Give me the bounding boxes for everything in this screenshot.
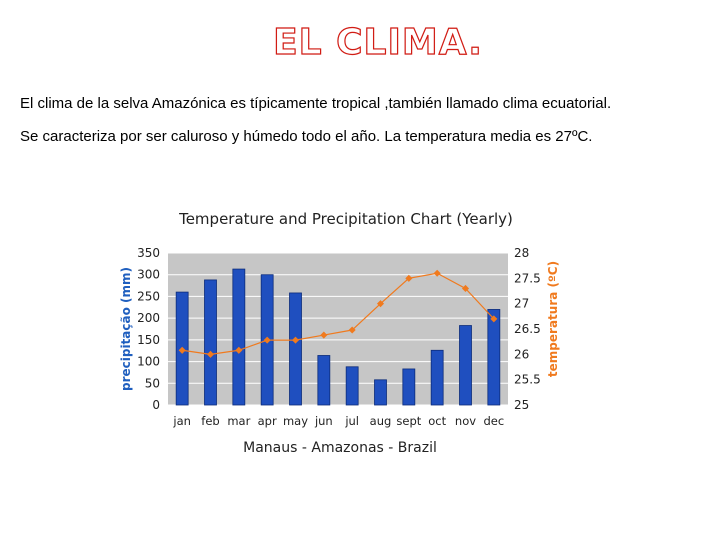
right-tick-label: 25.5 [514, 373, 541, 387]
temperature-point-oct [433, 269, 441, 277]
x-tick-label: nov [455, 414, 476, 428]
left-tick-label: 200 [137, 311, 160, 325]
bar-may [289, 292, 302, 406]
x-tick-label: apr [258, 414, 277, 428]
bar-dec [487, 309, 501, 406]
x-tick-label: mar [227, 414, 250, 428]
paragraph-climate-description: Se caracteriza por ser caluroso y húmedo… [20, 128, 593, 145]
temperature-point-aug [376, 300, 385, 308]
left-tick-label: 150 [137, 333, 160, 347]
left-tick-label: 100 [137, 355, 160, 369]
temperature-point-jun [320, 331, 328, 339]
left-axis-label: precipitação (mm) [119, 267, 133, 391]
left-tick-label: 50 [145, 376, 160, 390]
x-tick-label: oct [428, 414, 446, 428]
chart-title: Temperature and Precipitation Chart (Yea… [178, 210, 513, 228]
x-tick-label: jan [172, 414, 191, 428]
right-tick-label: 27 [514, 297, 529, 311]
temperature-point-sept [405, 274, 413, 282]
bar-mar [232, 268, 246, 406]
left-tick-label: 350 [137, 246, 160, 260]
x-tick-label: aug [370, 414, 392, 428]
temperature-point-feb [206, 350, 215, 358]
x-axis-ticks: jan feb mar apr may jun jul aug sept oct nov dec [172, 414, 504, 428]
x-tick-label: feb [201, 414, 219, 428]
bar-feb [204, 279, 217, 406]
bar-sept [402, 368, 416, 406]
x-tick-label: may [283, 414, 308, 428]
x-tick-label: jul [344, 414, 359, 428]
left-axis-ticks: 0 50 100 150 200 250 300 350 [137, 246, 160, 412]
left-tick-label: 300 [137, 268, 160, 282]
temperature-point-mar [235, 346, 243, 354]
right-tick-label: 28 [514, 246, 529, 260]
temperature-line [178, 269, 498, 358]
right-tick-label: 26 [514, 347, 529, 361]
right-axis-label: temperatura (ºC) [546, 261, 560, 377]
bar-jul [345, 366, 359, 406]
slide-title: EL CLIMA. [272, 21, 483, 63]
right-tick-label: 25 [514, 398, 529, 412]
temperature-polyline [182, 272, 495, 355]
x-tick-label: dec [483, 414, 504, 428]
right-tick-label: 26.5 [514, 322, 541, 336]
right-axis-ticks: 25 25.5 26 26.5 27 27.5 28 [514, 246, 541, 412]
precipitation-bars [175, 268, 501, 406]
temperature-point-may [291, 336, 300, 344]
x-tick-label: jun [314, 414, 333, 428]
gridlines [168, 252, 508, 406]
temperature-point-apr [263, 336, 271, 344]
temperature-point-dec [490, 315, 498, 323]
bar-aug [374, 379, 387, 406]
paragraph-climate-type: El clima de la selva Amazónica es típica… [20, 95, 612, 112]
temperature-point-jan [178, 346, 186, 354]
bar-jun [317, 355, 331, 406]
right-tick-label: 27.5 [514, 271, 541, 285]
temperature-point-jul [348, 326, 356, 334]
x-tick-label: sept [396, 414, 421, 428]
chart-subtitle: Manaus - Amazonas - Brazil [243, 440, 437, 456]
bar-oct [430, 349, 444, 406]
left-tick-label: 0 [152, 398, 160, 412]
plot-area [168, 253, 508, 405]
bar-nov [459, 325, 472, 406]
left-tick-label: 250 [137, 289, 160, 303]
temperature-point-nov [461, 284, 470, 293]
